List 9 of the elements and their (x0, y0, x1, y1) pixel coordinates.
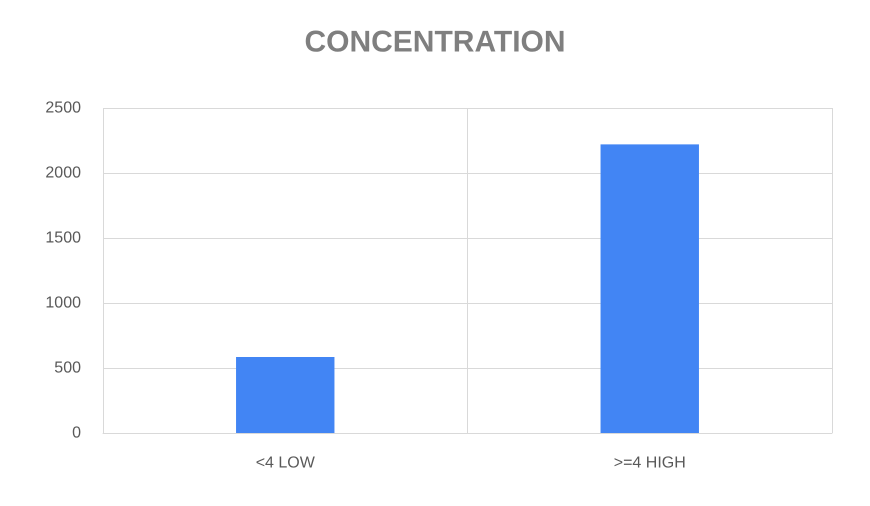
y-tick-label: 2500 (45, 100, 82, 116)
chart-title: CONCENTRATION (304, 26, 566, 58)
y-tick-label: 1500 (45, 230, 82, 246)
x-tick-label: >=4 HIGH (614, 454, 686, 472)
y-tick-label: 500 (54, 360, 82, 376)
y-tick-label: 2000 (45, 164, 82, 182)
y-tick-label: 1000 (45, 294, 82, 312)
x-tick-label: <4 LOW (256, 454, 316, 472)
y-tick-label: 0 (72, 424, 82, 442)
